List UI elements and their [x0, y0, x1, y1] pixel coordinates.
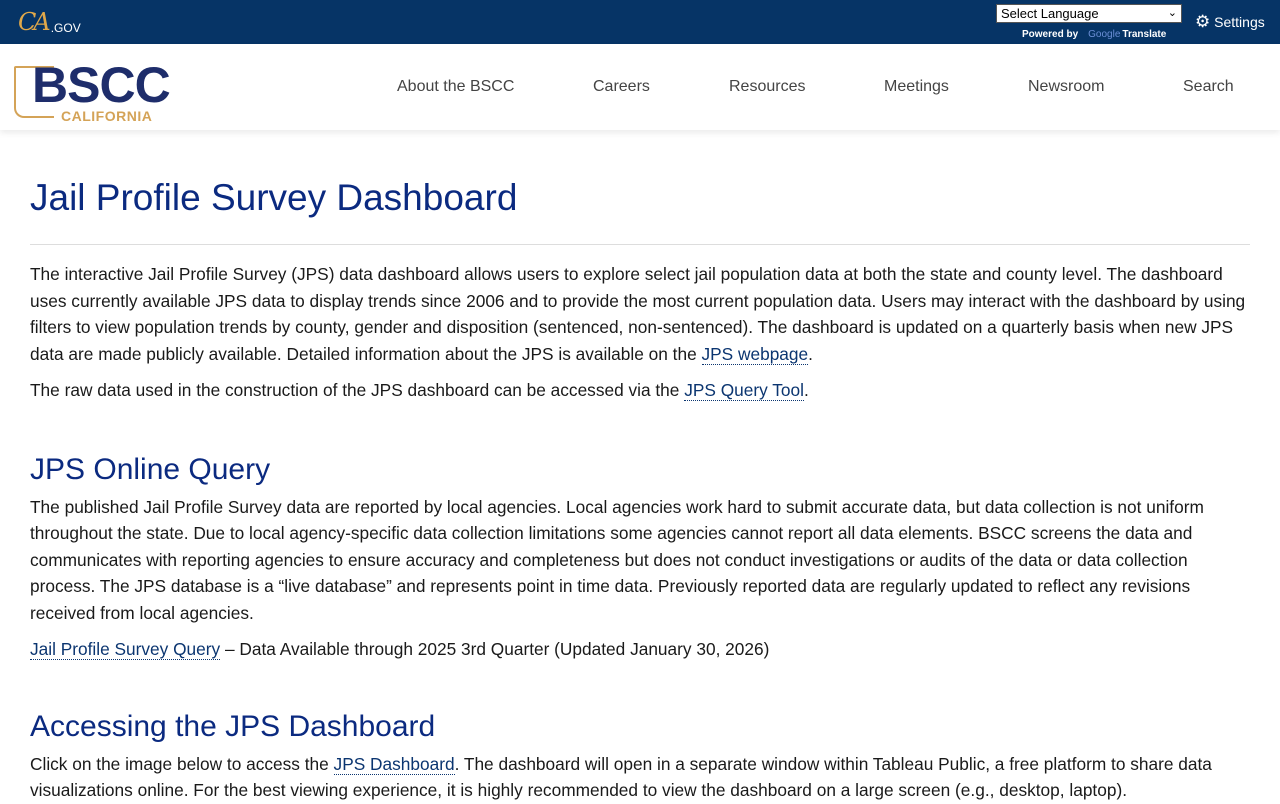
gov-logo-text: .GOV	[50, 21, 81, 35]
raw-data-paragraph: The raw data used in the construction of…	[30, 380, 809, 401]
jail-profile-survey-query-link[interactable]: Jail Profile Survey Query	[30, 639, 221, 660]
jps-webpage-link[interactable]: JPS webpage	[701, 343, 809, 365]
settings-label: Settings	[1214, 14, 1265, 30]
accessing-dashboard-heading: Accessing the JPS Dashboard	[30, 709, 436, 743]
logo-sub-text: CALIFORNIA	[61, 108, 153, 124]
nav-meetings[interactable]: Meetings	[884, 78, 949, 95]
gear-icon: ⚙	[1195, 12, 1211, 31]
language-select[interactable]: Select Language ⌄	[996, 4, 1182, 23]
raw-data-text: The raw data used in the construction of…	[30, 380, 685, 400]
logo-main-text: BSCC	[32, 57, 171, 113]
california-outline-icon	[14, 66, 54, 118]
settings-button[interactable]: ⚙ Settings	[1195, 13, 1265, 31]
nav-about[interactable]: About the BSCC	[397, 78, 515, 95]
access-text-pre: Click on the image below to access the	[30, 753, 334, 774]
main-content: Jail Profile Survey Dashboard The intera…	[0, 176, 1280, 804]
translate-label: Translate	[1122, 29, 1167, 40]
powered-by-label: Powered by	[1022, 29, 1079, 40]
accessing-dashboard-paragraph: Click on the image below to access the J…	[30, 751, 1250, 804]
intro-text: The interactive Jail Profile Survey (JPS…	[30, 264, 1246, 364]
ca-gov-logo[interactable]: CA .GOV	[18, 5, 81, 37]
nav-search[interactable]: Search	[1183, 78, 1234, 95]
site-header: BSCC CALIFORNIA About the BSCC Careers R…	[0, 44, 1280, 130]
google-logo: Google	[1088, 29, 1121, 40]
nav-careers[interactable]: Careers	[593, 78, 650, 95]
access-text-post: . The dashboard will open in a separate …	[30, 753, 1212, 801]
top-bar: CA .GOV Select Language ⌄ Powered by Google…	[0, 0, 1280, 44]
nav-resources[interactable]: Resources	[729, 78, 806, 95]
availability-text: – Data Available through 2025 3rd Quarte…	[220, 639, 770, 659]
query-availability: Jail Profile Survey Query – Data Availab…	[30, 636, 1250, 663]
nav-newsroom[interactable]: Newsroom	[1028, 78, 1105, 95]
chevron-down-icon: ⌄	[1167, 7, 1177, 19]
online-query-heading: JPS Online Query	[30, 452, 271, 486]
online-query-paragraph: The published Jail Profile Survey data a…	[30, 496, 1204, 623]
language-select-value: Select Language	[1001, 6, 1099, 21]
powered-by-google-translate: Powered by Google Translate	[1022, 29, 1166, 41]
jps-dashboard-link[interactable]: JPS Dashboard	[333, 753, 455, 775]
ca-logo-text: CA	[18, 8, 51, 36]
intro-paragraph: The interactive Jail Profile Survey (JPS…	[30, 264, 1246, 365]
bscc-logo[interactable]: BSCC CALIFORNIA	[14, 57, 184, 126]
jps-query-tool-link[interactable]: JPS Query Tool	[684, 380, 804, 401]
page-title: Jail Profile Survey Dashboard	[30, 176, 1250, 245]
